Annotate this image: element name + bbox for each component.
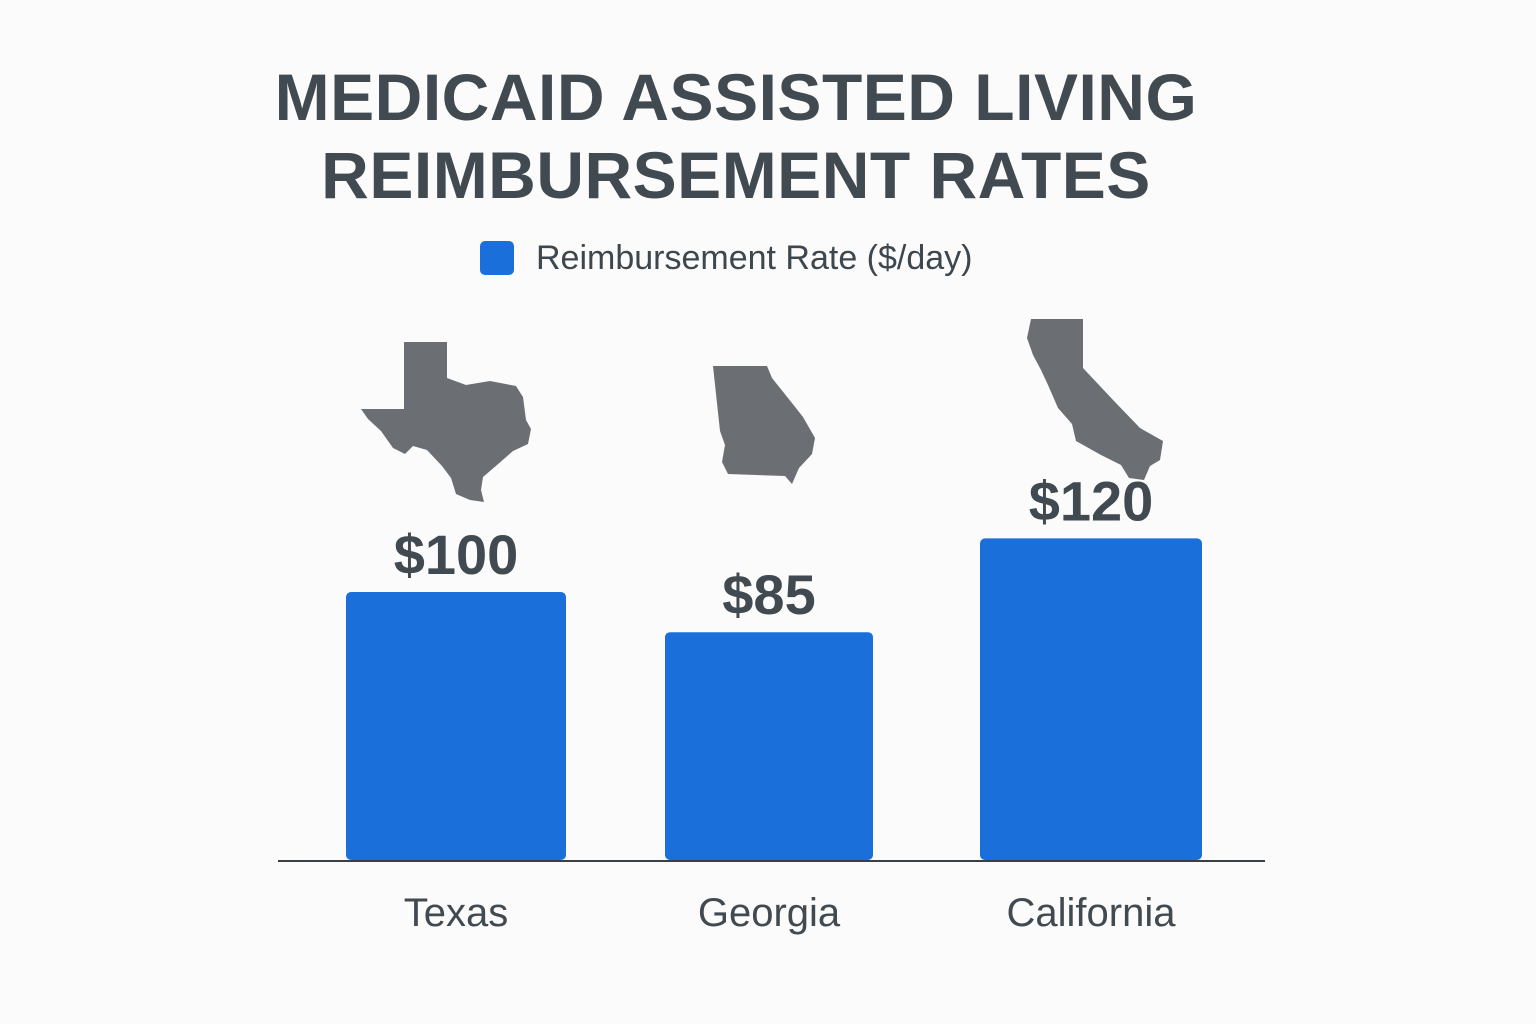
california-shape-icon: [1027, 319, 1163, 480]
state-icons: [361, 319, 1163, 502]
category-label-california: California: [1007, 891, 1177, 935]
bar-texas: [346, 592, 566, 860]
georgia-shape-icon: [713, 366, 815, 484]
chart-title-line-2: REIMBURSEMENT RATES: [321, 138, 1151, 212]
legend-swatch: [480, 241, 514, 275]
bar-georgia: [665, 632, 873, 860]
value-label-texas: $100: [394, 523, 519, 586]
category-label-georgia: Georgia: [698, 891, 841, 935]
value-label-california: $120: [1029, 469, 1154, 532]
bar-california: [980, 538, 1202, 860]
legend-label: Reimbursement Rate ($/day): [536, 238, 973, 277]
category-label-texas: Texas: [404, 891, 509, 935]
chart-title: MEDICAID ASSISTED LIVING REIMBURSEMENT R…: [0, 58, 1472, 214]
chart-legend: Reimbursement Rate ($/day): [480, 238, 973, 277]
texas-shape-icon: [361, 342, 531, 502]
chart-title-line-1: MEDICAID ASSISTED LIVING: [274, 60, 1198, 134]
value-label-georgia: $85: [722, 563, 815, 626]
